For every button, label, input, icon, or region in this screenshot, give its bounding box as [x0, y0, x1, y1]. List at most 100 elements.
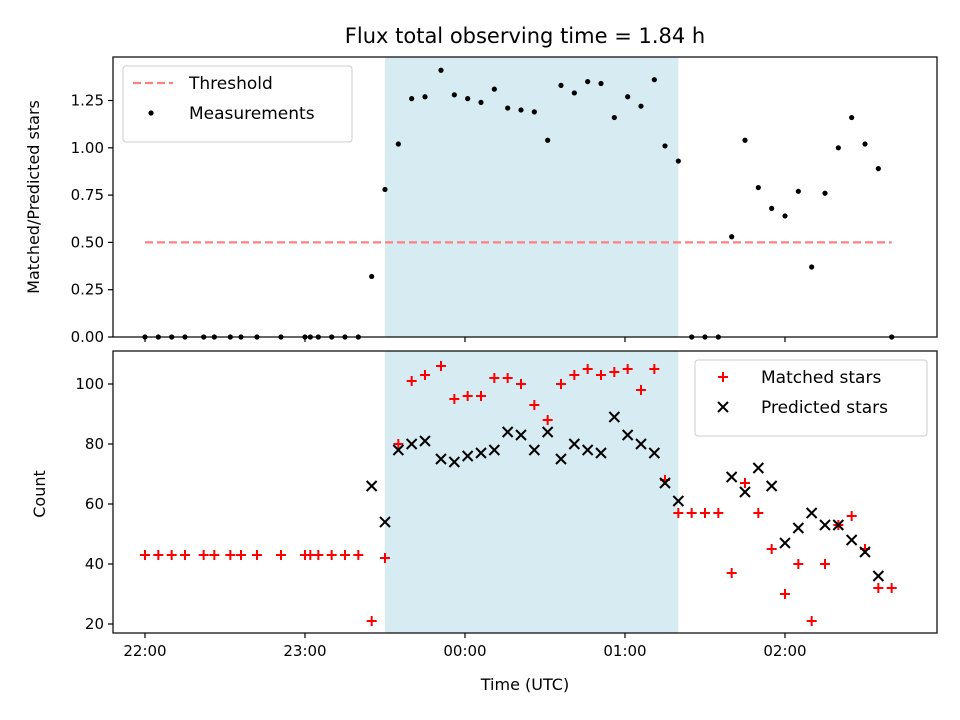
data-point [769, 205, 775, 211]
data-point [166, 550, 177, 560]
y-tick-label: 0.75 [71, 186, 104, 204]
data-point [476, 391, 486, 401]
data-point [766, 544, 777, 554]
data-point [393, 439, 404, 449]
legend-label: Predicted stars [761, 398, 888, 418]
data-point [779, 537, 791, 549]
data-point [556, 379, 566, 389]
data-point [395, 141, 401, 147]
data-point [531, 109, 537, 115]
data-point [515, 429, 527, 441]
y-tick-label: 80 [85, 435, 104, 453]
data-point [782, 213, 788, 219]
data-point [558, 82, 564, 88]
data-point [542, 415, 553, 425]
data-point [742, 137, 748, 143]
data-point [849, 114, 855, 121]
y-tick-label: 0.00 [71, 328, 104, 346]
data-point [236, 550, 246, 560]
data-point [832, 519, 845, 531]
observing-window-band [385, 57, 679, 337]
y-tick-label: 20 [85, 615, 104, 633]
x-tick-label: 00:00 [443, 642, 486, 660]
data-point [649, 364, 660, 374]
data-point [835, 145, 841, 151]
data-point [753, 508, 764, 518]
legend-label: Threshold [188, 74, 273, 94]
data-point [555, 453, 567, 465]
data-point [420, 370, 430, 380]
data-point [582, 364, 593, 374]
data-point [502, 373, 513, 383]
data-point [700, 508, 710, 518]
data-point [409, 96, 415, 102]
data-point [859, 546, 871, 558]
data-point [875, 166, 881, 172]
data-point [545, 137, 551, 143]
y-tick-label: 0.25 [71, 281, 104, 299]
data-point [451, 92, 457, 98]
top-y-axis-label: Matched/Predicted stars [24, 100, 43, 294]
data-point [435, 453, 447, 465]
data-point [340, 550, 350, 560]
data-point [569, 370, 580, 380]
series-matched-stars [140, 361, 897, 626]
data-point [585, 78, 591, 85]
data-point [478, 99, 484, 106]
data-point [672, 495, 685, 507]
x-axis-label: Time (UTC) [480, 675, 569, 694]
data-point [436, 361, 446, 371]
data-point [449, 394, 460, 404]
data-point [725, 471, 738, 483]
data-point [740, 478, 750, 488]
data-point [380, 553, 390, 563]
data-point [635, 438, 647, 450]
data-point [755, 184, 761, 191]
x-tick-label: 22:00 [123, 642, 166, 660]
data-point [820, 559, 830, 569]
data-point [518, 107, 524, 113]
data-point [611, 114, 617, 121]
data-point [528, 444, 541, 456]
y-tick-label: 1.00 [71, 139, 104, 157]
y-tick-label: 1.25 [71, 92, 104, 110]
data-point [491, 86, 497, 92]
data-point [465, 96, 471, 102]
y-tick-label: 100 [75, 375, 104, 393]
data-point [638, 103, 644, 109]
observing-window-band [385, 351, 679, 633]
data-point [609, 367, 620, 377]
data-point [792, 522, 805, 534]
data-point [313, 550, 324, 560]
data-point [516, 379, 526, 389]
plot-frame [112, 56, 938, 338]
data-point [809, 264, 815, 270]
chart-title: Flux total observing time = 1.84 h [345, 24, 705, 48]
data-point [752, 462, 765, 474]
data-point [822, 190, 828, 196]
data-point [541, 426, 554, 438]
data-point [625, 94, 631, 100]
x-tick-label: 23:00 [283, 642, 326, 660]
plot-frame [112, 350, 938, 634]
data-point [180, 550, 190, 560]
data-point [571, 90, 577, 96]
y-tick-label: 60 [85, 495, 104, 513]
data-point [581, 444, 594, 456]
data-point [505, 105, 511, 111]
data-point [438, 67, 444, 73]
data-point [369, 273, 375, 280]
data-point [475, 447, 487, 459]
data-point [795, 188, 801, 194]
data-point [651, 77, 657, 83]
data-point [596, 370, 606, 380]
data-point [765, 480, 778, 492]
series-predicted-stars [365, 411, 885, 582]
data-point [366, 616, 377, 626]
bottom-y-axis-label: Count [30, 470, 49, 518]
legend-box [122, 65, 353, 143]
data-point [805, 507, 818, 519]
data-point [252, 550, 262, 560]
x-tick-label: 02:00 [763, 642, 806, 660]
